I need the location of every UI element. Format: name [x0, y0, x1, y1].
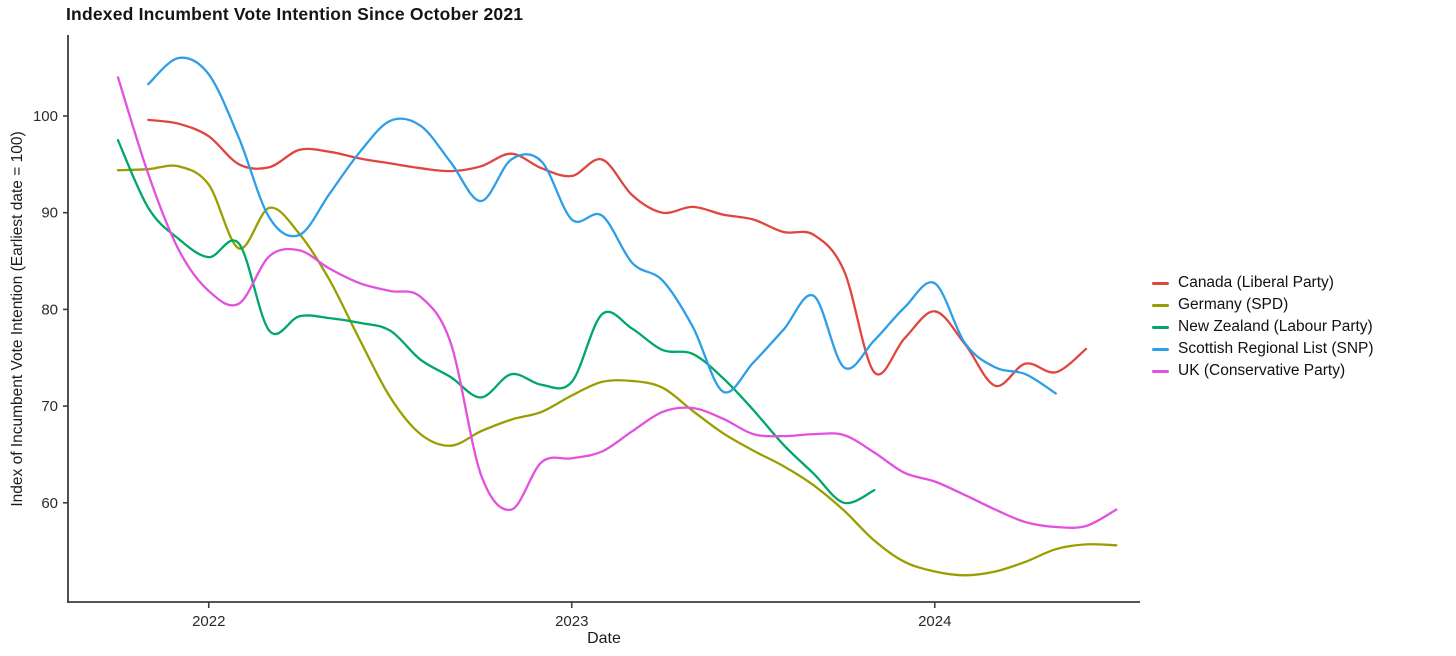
- legend-label-snp: Scottish Regional List (SNP): [1178, 340, 1374, 357]
- legend-item-germany: Germany (SPD): [1152, 294, 1374, 316]
- y-tick-label: 100: [33, 108, 58, 125]
- y-tick-label: 70: [41, 398, 58, 415]
- series-line-0: [147, 118, 1088, 388]
- chart-title: Indexed Incumbent Vote Intention Since O…: [66, 4, 524, 24]
- legend-item-snp: Scottish Regional List (SNP): [1152, 338, 1374, 360]
- series-line-3: [147, 56, 1057, 395]
- legend-label-new-zealand: New Zealand (Labour Party): [1178, 318, 1373, 335]
- legend-label-germany: Germany (SPD): [1178, 296, 1289, 313]
- legend-label-canada: Canada (Liberal Party): [1178, 274, 1334, 291]
- y-tick-label: 90: [41, 205, 58, 222]
- x-tick-label: 2023: [555, 613, 588, 630]
- legend-swatch-snp: [1152, 347, 1169, 351]
- x-tick-label: 2022: [192, 613, 225, 630]
- y-tick-label: 60: [41, 495, 58, 512]
- x-tick-label: 2024: [918, 613, 951, 630]
- legend-item-canada: Canada (Liberal Party): [1152, 272, 1374, 294]
- series-line-2: [116, 139, 876, 505]
- legend: Canada (Liberal Party) Germany (SPD) New…: [1152, 272, 1374, 382]
- y-tick-label: 80: [41, 301, 58, 318]
- y-axis-title: Index of Incumbent Vote Intention (Earli…: [9, 131, 26, 507]
- legend-item-new-zealand: New Zealand (Labour Party): [1152, 316, 1374, 338]
- series-line-1: [116, 164, 1118, 577]
- legend-swatch-germany: [1152, 303, 1169, 307]
- legend-label-uk: UK (Conservative Party): [1178, 362, 1346, 379]
- x-axis-title: Date: [587, 630, 621, 647]
- legend-swatch-uk: [1152, 369, 1169, 373]
- legend-swatch-canada: [1152, 281, 1169, 285]
- legend-item-uk: UK (Conservative Party): [1152, 360, 1374, 382]
- series-line-4: [116, 76, 1118, 529]
- legend-swatch-new-zealand: [1152, 325, 1169, 329]
